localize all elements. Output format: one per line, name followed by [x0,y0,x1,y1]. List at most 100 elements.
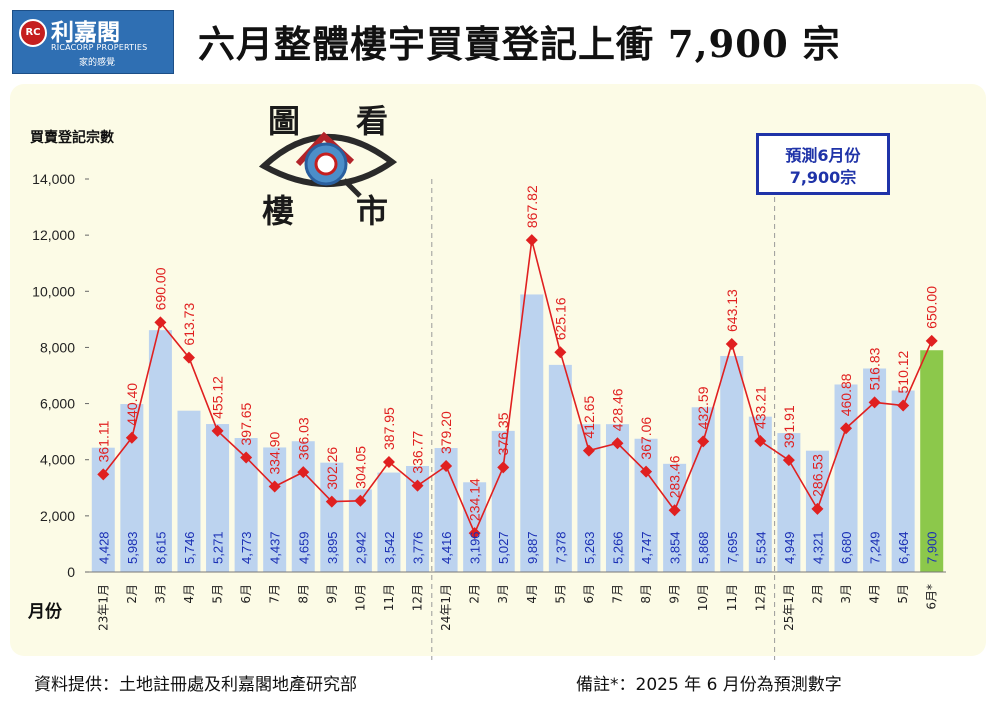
line-value-label: 304.05 [352,446,368,489]
line-series [102,239,933,536]
bar-value-label: 7,378 [553,531,568,564]
line-point [97,468,110,481]
bar [548,364,572,572]
x-tick-label: 5月 [211,584,225,604]
x-tick-label: 4月 [182,584,196,604]
emblem-char-3: 樓 [262,192,294,228]
x-tick-label: 23年1月 [96,584,110,631]
line-point [725,337,738,350]
grid-layer [85,178,776,660]
line-value-label: 283.46 [667,455,683,498]
bar-value-label: 5,534 [753,531,768,564]
line-point [125,431,138,444]
line-value-label: 286.53 [809,454,825,497]
line-value-label: 516.83 [867,347,883,390]
bar [834,384,858,572]
line-point [868,396,881,409]
bar-value-label: 5,868 [696,531,711,564]
x-tick-label: 10月 [353,584,367,611]
line-point [840,422,853,435]
line-value-label: 643.13 [724,289,740,332]
x-tick-label: 11月 [382,584,396,611]
bar [920,350,944,572]
header: RC 利嘉閣 RICACORP PROPERTIES 家的感覺 六月整體樓宇買賣… [0,0,996,84]
bar [748,416,772,572]
bar-value-label: 6,680 [839,531,854,564]
x-tick-label: 25年1月 [782,584,796,631]
line-point [182,351,195,364]
line-point [897,399,910,412]
line-value-label: 397.65 [238,402,254,445]
label-layer: 4,428 5,983 8,615 5,746 5,271 4,773 4,437 4,659… [95,185,939,564]
bar-value-label: 4,659 [296,531,311,564]
emblem-char-1: 圖 [268,102,300,140]
x-tick-label: 9月 [325,584,339,604]
line-point [468,527,481,540]
x-tick-label: 3月 [839,584,853,604]
x-tick-label: 4月 [525,584,539,604]
line-point [240,451,253,464]
bar [691,407,715,572]
x-tick-label: 12月 [411,584,425,611]
x-tick-label: 7月 [268,584,282,604]
bar [348,489,372,572]
bar-value-label: 5,271 [211,531,226,564]
bar-value-label: 3,542 [382,531,397,564]
bar [263,447,287,572]
bar-value-label: 4,428 [96,531,111,564]
bar-value-label: 4,321 [810,531,825,564]
line-value-label: 432.59 [695,386,711,429]
line-value-label: 234.14 [467,478,483,521]
bar-value-label: 7,249 [868,531,883,564]
bar [663,463,687,572]
line-value-label: 334.90 [267,431,283,474]
bar-value-label: 3,895 [325,531,340,564]
emblem-char-4: 市 [356,192,388,228]
company-logo: RC 利嘉閣 RICACORP PROPERTIES 家的感覺 [12,10,174,74]
bar [891,390,915,572]
logo-name: 利嘉閣 [51,19,120,46]
bar-value-label: 5,266 [610,531,625,564]
x-tick-label: 8月 [296,584,310,604]
x-tick-label: 6月 [239,584,253,604]
x-tick-label: 5月 [553,584,567,604]
line-value-label: 433.21 [752,386,768,429]
bar-value-label: 8,615 [153,531,168,564]
x-tick-label: 3月 [496,584,510,604]
line-value-label: 391.91 [781,405,797,448]
bar-value-label: 5,263 [582,531,597,564]
line-value-label: 625.16 [552,297,568,340]
logo-mark-icon: RC [19,19,47,47]
y-tick-label: 14,000 [32,171,75,187]
logo-english-name: RICACORP PROPERTIES [51,43,148,52]
x-tick-label: 24年1月 [439,584,453,631]
line-point [411,479,424,492]
x-tick-label: 2月 [125,584,139,604]
y-tick-label: 12,000 [32,227,75,243]
line-value-label: 379.20 [438,411,454,454]
line-value-label: 867.82 [524,185,540,228]
bar [91,447,115,572]
x-tick-label: 11月 [725,584,739,611]
bar [377,472,401,572]
forecast-callout-line1: 預測6月份 [785,146,861,165]
bar [863,368,887,572]
bar [291,441,315,572]
line-value-label: 428.46 [609,388,625,431]
line-value-label: 460.88 [838,373,854,416]
bar-value-label: 6,464 [896,531,911,564]
line-point [554,346,567,359]
y-tick-label: 8,000 [40,339,75,355]
page-title: 六月整體樓宇買賣登記上衝 7,900 宗 [198,22,841,66]
bar [577,424,601,572]
line-value-label: 412.65 [581,396,597,439]
x-tick-label: 10月 [696,584,710,611]
x-tick-label: 12月 [753,584,767,611]
y-tick-label: 2,000 [40,508,75,524]
y-tick-label: 10,000 [32,283,75,299]
bar-value-label: 4,949 [782,531,797,564]
x-tick-label: 6月 [582,584,596,604]
bar-value-label: 9,887 [525,531,540,564]
bar-value-label: 7,900 [925,531,940,564]
